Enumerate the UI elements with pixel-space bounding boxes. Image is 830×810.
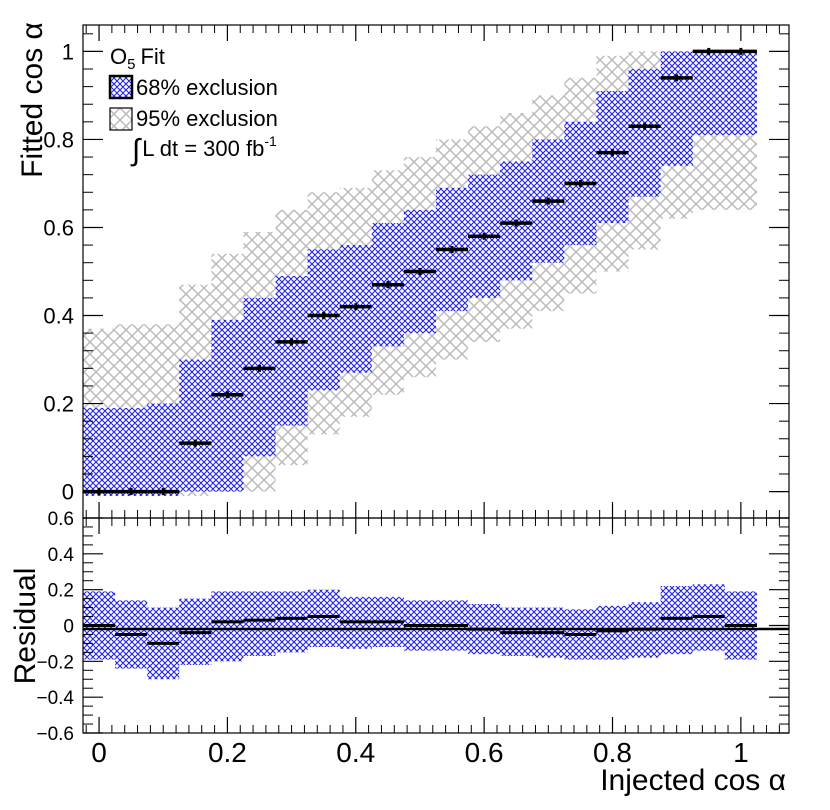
legend: O5 Fit 68% exclusion 95% exclusion ∫L dt … (108, 44, 278, 167)
band-68-bin-6 (275, 275, 308, 426)
band-68-bin-16 (596, 91, 629, 224)
residual-xtick-label-5: 1 (733, 737, 749, 768)
legend-lumi: ∫L dt = 300 fb-1 (130, 133, 277, 167)
residual-band-bin-7 (307, 589, 340, 647)
main-axis-ticks: 0 0.2 0.4 0.6 0.8 1 (43, 25, 789, 518)
main-ytick-label-2: 0.4 (43, 304, 74, 329)
residual-band-bin-18 (660, 586, 693, 655)
residual-band-bin-5 (243, 591, 276, 656)
main-ytick-label-0: 0 (62, 480, 74, 505)
band-68-bin-0 (83, 407, 116, 496)
band-68-bin-20 (724, 51, 757, 136)
residual-ytick-label-2: −0.2 (36, 652, 74, 673)
xlabel: Injected cos α (600, 764, 786, 797)
band-68-bin-4 (211, 319, 244, 492)
residual-ylabel: Residual (9, 568, 42, 685)
band-68-bin-18 (660, 51, 693, 166)
legend-lumi-integral: ∫ (130, 134, 142, 167)
residual-axis-ticks: −0.6 −0.4 −0.2 0 0.2 0.4 0.6 0 0.2 0.4 0.6 0.8 1 (36, 509, 789, 768)
band-68-bin-2 (147, 403, 180, 496)
residual-xtick-label-4: 0.8 (593, 737, 632, 768)
legend-fit-symbol: O (110, 44, 127, 69)
residual-ytick-label-0: −0.6 (36, 724, 74, 745)
main-panel: 0 0.2 0.4 0.6 0.8 1 Fitted cos α O5 Fit 68% ex… (16, 22, 790, 519)
residual-band-bin-16 (596, 605, 629, 660)
legend-lumi-superscript: -1 (264, 133, 277, 149)
legend-fit-text: Fit (140, 44, 164, 69)
legend-95-label: 95% exclusion (136, 106, 278, 131)
band-68-bin-3 (179, 359, 212, 492)
residual-xtick-label-0: 0 (91, 737, 107, 768)
main-ytick-label-5: 1 (62, 39, 74, 64)
band-68-bin-17 (628, 69, 661, 197)
residual-xtick-label-1: 0.2 (208, 737, 247, 768)
band-68-group (83, 51, 757, 496)
residual-ytick-label-6: 0.6 (48, 509, 74, 530)
legend-95-swatch (109, 107, 133, 131)
band-68-bin-5 (243, 297, 276, 457)
band-68-bin-1 (115, 407, 148, 496)
residual-ytick-label-4: 0.2 (48, 581, 74, 602)
fit-points-group (83, 47, 757, 496)
legend-fit-subscript: 5 (127, 56, 135, 73)
residual-panel: −0.6 −0.4 −0.2 0 0.2 0.4 0.6 0 0.2 0.4 0.6 0.8 1 Res… (9, 509, 790, 797)
legend-68-label: 68% exclusion (136, 75, 278, 100)
legend-fit-label: O5 Fit (110, 44, 165, 73)
main-ylabel: Fitted cos α (16, 22, 49, 178)
residual-ytick-label-5: 0.4 (48, 545, 75, 566)
residual-ytick-label-3: 0 (63, 617, 74, 638)
legend-lumi-text: L dt = 300 fb (142, 136, 264, 161)
band-68-bin-7 (307, 249, 340, 391)
residual-ytick-label-1: −0.4 (36, 688, 74, 709)
main-ytick-label-3: 0.6 (43, 215, 74, 240)
main-ytick-label-4: 0.8 (43, 127, 74, 152)
residual-band-bin-6 (275, 591, 308, 653)
residual-xtick-label-2: 0.4 (336, 737, 375, 768)
residual-points-group (83, 615, 757, 645)
residual-band-bin-4 (211, 591, 244, 662)
band-68-bin-19 (692, 51, 725, 136)
main-ytick-label-1: 0.2 (43, 392, 74, 417)
residual-xtick-label-3: 0.6 (465, 737, 504, 768)
legend-68-swatch (108, 74, 134, 100)
